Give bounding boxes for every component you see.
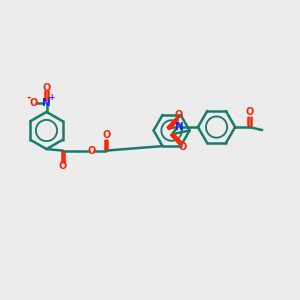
Text: O: O — [245, 107, 254, 117]
Text: +: + — [48, 93, 54, 102]
Text: O: O — [178, 142, 186, 152]
Text: O: O — [175, 110, 183, 120]
Text: O: O — [102, 130, 110, 140]
Text: O: O — [59, 161, 67, 171]
Text: -: - — [26, 93, 31, 103]
Text: O: O — [30, 98, 38, 108]
Text: N: N — [42, 98, 51, 108]
Text: O: O — [42, 83, 51, 94]
Text: O: O — [87, 146, 95, 156]
Text: N: N — [175, 122, 183, 132]
